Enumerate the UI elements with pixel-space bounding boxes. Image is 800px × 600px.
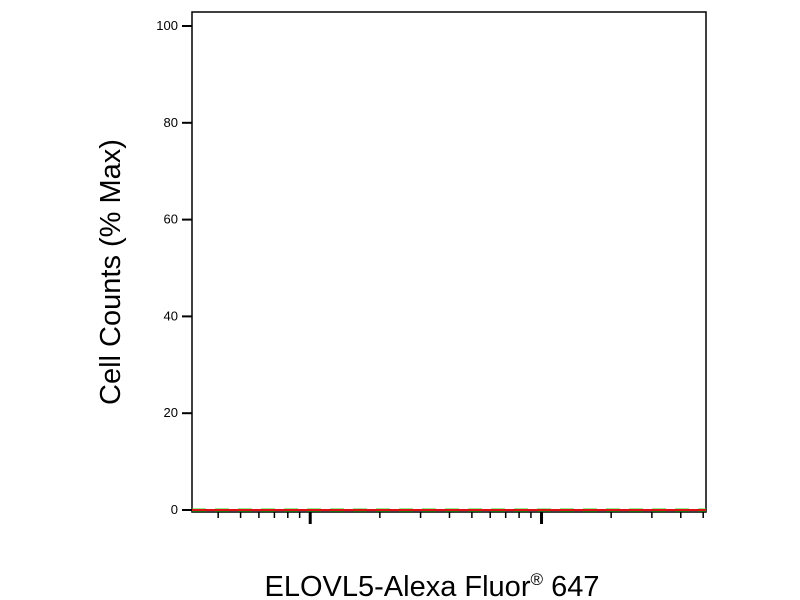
y-tick-label: 20 xyxy=(164,405,178,420)
y-tick-label: 40 xyxy=(164,308,178,323)
x-ticks xyxy=(217,512,704,524)
y-tick-label: 60 xyxy=(164,212,178,227)
x-axis-label-sup: ® xyxy=(530,570,543,589)
y-tick-label: 100 xyxy=(156,18,178,33)
plot-frame xyxy=(191,11,707,513)
x-axis-label-main: ELOVL5-Alexa Fluor xyxy=(265,571,531,600)
axes xyxy=(191,11,707,513)
y-tick-label: 0 xyxy=(171,502,178,517)
y-tick-label: 80 xyxy=(164,115,178,130)
x-axis-label: ELOVL5-Alexa Fluor® 647 xyxy=(265,570,600,600)
y-axis-label: Cell Counts (% Max) xyxy=(95,139,127,405)
y-ticks: 0 20 40 60 80 100 xyxy=(156,18,192,517)
x-axis-label-tail: 647 xyxy=(543,571,599,600)
